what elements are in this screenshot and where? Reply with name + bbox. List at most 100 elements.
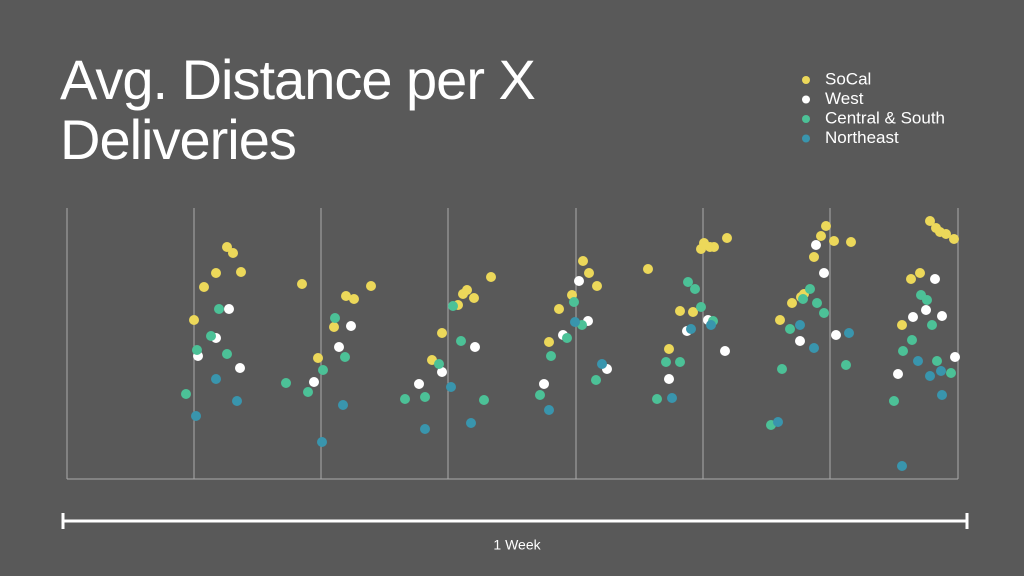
point (927, 320, 937, 330)
point (777, 364, 787, 374)
point (338, 400, 348, 410)
point (819, 268, 829, 278)
point (925, 216, 935, 226)
point (366, 281, 376, 291)
point (318, 365, 328, 375)
point (346, 321, 356, 331)
point (211, 268, 221, 278)
point (341, 291, 351, 301)
point (232, 396, 242, 406)
point (469, 293, 479, 303)
point (812, 298, 822, 308)
point (821, 221, 831, 231)
point (906, 274, 916, 284)
point (334, 342, 344, 352)
point (841, 360, 851, 370)
point (192, 345, 202, 355)
point (937, 311, 947, 321)
point (479, 395, 489, 405)
point (554, 304, 564, 314)
point (181, 389, 191, 399)
legend-marker (802, 95, 810, 104)
point (486, 272, 496, 282)
legend-marker (802, 76, 810, 84)
point (798, 294, 808, 304)
point (661, 357, 671, 367)
point (664, 374, 674, 384)
point (907, 335, 917, 345)
point (591, 375, 601, 385)
point (809, 252, 819, 262)
point (809, 343, 819, 353)
point (785, 324, 795, 334)
point (688, 307, 698, 317)
point (949, 234, 959, 244)
point (922, 295, 932, 305)
point (696, 302, 706, 312)
point (831, 330, 841, 340)
point (846, 237, 856, 247)
point (686, 324, 696, 334)
point (643, 264, 653, 274)
point (829, 236, 839, 246)
point (191, 411, 201, 421)
legend-marker (802, 115, 810, 123)
point (897, 320, 907, 330)
point (908, 312, 918, 322)
point (466, 418, 476, 428)
point (222, 349, 232, 359)
point (470, 342, 480, 352)
point (921, 305, 931, 315)
point (667, 393, 677, 403)
point (446, 382, 456, 392)
point (816, 231, 826, 241)
chart-title: Avg. Distance per X Deliveries (60, 48, 536, 171)
point (915, 268, 925, 278)
point (206, 331, 216, 341)
point (349, 294, 359, 304)
point (795, 320, 805, 330)
point (946, 368, 956, 378)
point (584, 268, 594, 278)
point (456, 336, 466, 346)
point (211, 374, 221, 384)
point (235, 363, 245, 373)
point (913, 356, 923, 366)
point (795, 336, 805, 346)
point (448, 301, 458, 311)
point (437, 367, 447, 377)
legend-label: SoCal (825, 69, 871, 88)
annotation: 1 Week (493, 537, 541, 553)
point (773, 417, 783, 427)
point (722, 233, 732, 243)
point (941, 229, 951, 239)
point (706, 320, 716, 330)
point (462, 285, 472, 295)
point (664, 344, 674, 354)
point (189, 315, 199, 325)
week-bracket (61, 513, 969, 529)
point (597, 359, 607, 369)
point (434, 359, 444, 369)
point (893, 369, 903, 379)
point (690, 284, 700, 294)
point (925, 371, 935, 381)
point (709, 242, 719, 252)
point (889, 396, 899, 406)
legend-label: Central & South (825, 108, 945, 127)
legend-label: West (825, 89, 864, 108)
point (950, 352, 960, 362)
point (811, 240, 821, 250)
point (592, 281, 602, 291)
point (932, 356, 942, 366)
point (720, 346, 730, 356)
point (400, 394, 410, 404)
point (330, 313, 340, 323)
point (414, 379, 424, 389)
point (535, 390, 545, 400)
point (675, 306, 685, 316)
point (236, 267, 246, 277)
point (574, 276, 584, 286)
point (297, 279, 307, 289)
point (930, 274, 940, 284)
